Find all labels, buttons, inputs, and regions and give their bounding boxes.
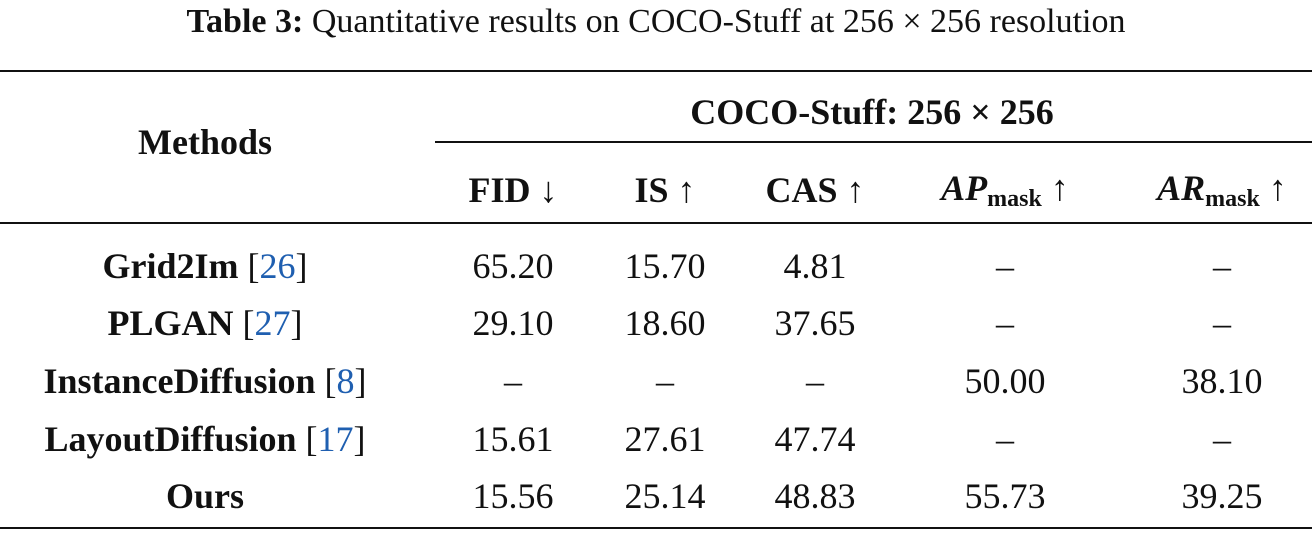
ref-number: 8 bbox=[336, 361, 355, 401]
value-cell: – bbox=[996, 419, 1014, 459]
method-cell: PLGAN [27] bbox=[108, 302, 303, 344]
value-cell: 15.56 bbox=[472, 476, 554, 516]
value-cell: 25.14 bbox=[624, 476, 706, 516]
column-arrow: ↑ bbox=[846, 170, 865, 210]
bottom-rule bbox=[0, 527, 1312, 529]
column-name: CAS bbox=[765, 170, 838, 210]
ref-bracket: [ bbox=[242, 303, 255, 343]
column-arrow: ↑ bbox=[677, 170, 696, 210]
method-name: Grid2Im bbox=[102, 246, 239, 286]
caption-text: Quantitative results on COCO-Stuff at 25… bbox=[311, 3, 1126, 40]
value-cell: – bbox=[1213, 246, 1231, 286]
method-cell: LayoutDiffusion [17] bbox=[44, 418, 365, 460]
value-cell: 50.00 bbox=[964, 361, 1046, 401]
value-cell: – bbox=[996, 303, 1014, 343]
column-header: IS ↑ bbox=[634, 169, 695, 211]
column-name: IS bbox=[634, 170, 669, 210]
value-cell: – bbox=[1213, 419, 1231, 459]
method-name: LayoutDiffusion bbox=[44, 419, 297, 459]
value-cell: – bbox=[504, 361, 522, 401]
column-header: APmask ↑ bbox=[941, 167, 1069, 213]
value-cell: 65.20 bbox=[472, 246, 554, 286]
ref-bracket: [ bbox=[305, 419, 318, 459]
ref-number: 26 bbox=[259, 246, 296, 286]
method-name: PLGAN bbox=[107, 303, 234, 343]
value-cell: 27.61 bbox=[624, 419, 706, 459]
column-subscript: mask bbox=[987, 186, 1042, 212]
ref-number: 27 bbox=[254, 303, 291, 343]
value-cell: 29.10 bbox=[472, 303, 554, 343]
group-header: COCO-Stuff: 256 × 256 bbox=[690, 92, 1054, 132]
method-cell: Grid2Im [26] bbox=[102, 245, 307, 287]
ref-number: 17 bbox=[317, 419, 354, 459]
caption: Table 3: Quantitative results on COCO-St… bbox=[186, 3, 1125, 41]
value-cell: – bbox=[996, 246, 1014, 286]
value-cell: 38.10 bbox=[1181, 361, 1263, 401]
method-cell: InstanceDiffusion [8] bbox=[43, 360, 366, 402]
value-cell: 47.74 bbox=[774, 419, 856, 459]
value-cell: 37.65 bbox=[774, 303, 856, 343]
caption-label: Table 3: bbox=[186, 3, 304, 40]
column-arrow: ↑ bbox=[1050, 168, 1069, 208]
mid-rule bbox=[435, 141, 1312, 143]
column-name: AR bbox=[1157, 168, 1206, 208]
column-name: FID bbox=[468, 170, 531, 210]
method-name: InstanceDiffusion bbox=[43, 361, 316, 401]
method-name: Ours bbox=[165, 476, 245, 516]
ref-bracket: ] bbox=[354, 361, 367, 401]
value-cell: 15.61 bbox=[472, 419, 554, 459]
ref-bracket: [ bbox=[324, 361, 337, 401]
column-arrow: ↑ bbox=[1268, 168, 1287, 208]
top-rule bbox=[0, 70, 1312, 72]
ref-bracket: [ bbox=[247, 246, 260, 286]
ref-bracket: ] bbox=[353, 419, 366, 459]
value-cell: – bbox=[656, 361, 674, 401]
value-cell: 18.60 bbox=[624, 303, 706, 343]
value-cell: 39.25 bbox=[1181, 476, 1263, 516]
column-header: ARmask ↑ bbox=[1157, 167, 1287, 213]
header-rule bbox=[0, 222, 1312, 224]
column-arrow: ↓ bbox=[539, 170, 558, 210]
ref-bracket: ] bbox=[295, 246, 308, 286]
column-name: AP bbox=[941, 168, 988, 208]
column-header: CAS ↑ bbox=[765, 169, 864, 211]
ref-bracket: ] bbox=[290, 303, 303, 343]
value-cell: 55.73 bbox=[964, 476, 1046, 516]
value-cell: – bbox=[1213, 303, 1231, 343]
column-header: FID ↓ bbox=[469, 169, 558, 211]
value-cell: 48.83 bbox=[774, 476, 856, 516]
value-cell: – bbox=[806, 361, 824, 401]
column-subscript: mask bbox=[1205, 186, 1260, 212]
value-cell: 4.81 bbox=[783, 246, 847, 286]
value-cell: 15.70 bbox=[624, 246, 706, 286]
methods-header: Methods bbox=[138, 122, 272, 162]
method-cell: Ours bbox=[166, 475, 244, 517]
